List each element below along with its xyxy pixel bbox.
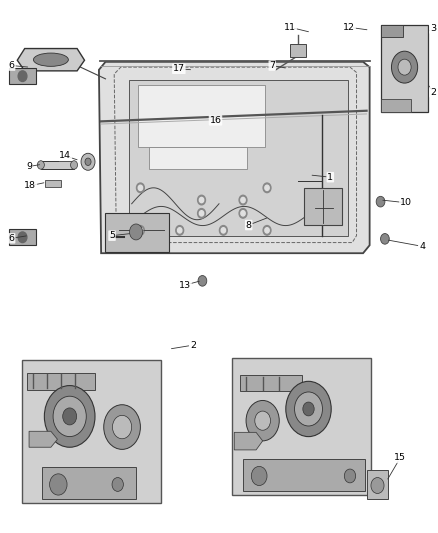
- Text: 16: 16: [209, 116, 222, 125]
- Text: 14: 14: [59, 151, 71, 160]
- Circle shape: [198, 208, 205, 218]
- Circle shape: [376, 196, 385, 207]
- Circle shape: [198, 276, 207, 286]
- Polygon shape: [381, 99, 411, 112]
- Circle shape: [255, 411, 271, 430]
- Circle shape: [221, 228, 226, 233]
- Polygon shape: [234, 432, 263, 450]
- Text: 1: 1: [327, 173, 333, 182]
- Circle shape: [246, 400, 279, 441]
- Text: 8: 8: [246, 221, 252, 230]
- Circle shape: [239, 208, 247, 218]
- Circle shape: [18, 71, 27, 82]
- Text: 5: 5: [109, 231, 115, 240]
- Polygon shape: [42, 467, 136, 499]
- Circle shape: [104, 405, 141, 449]
- Circle shape: [241, 211, 245, 216]
- Circle shape: [53, 396, 86, 437]
- Circle shape: [239, 195, 247, 205]
- Polygon shape: [45, 180, 61, 187]
- Polygon shape: [381, 25, 427, 112]
- Circle shape: [263, 225, 271, 235]
- Circle shape: [18, 232, 27, 243]
- Text: 6: 6: [9, 234, 14, 243]
- Polygon shape: [41, 161, 74, 169]
- Polygon shape: [9, 229, 36, 245]
- Circle shape: [81, 154, 95, 170]
- Circle shape: [137, 183, 145, 192]
- Text: 10: 10: [400, 198, 412, 207]
- Circle shape: [138, 185, 143, 190]
- Text: 4: 4: [419, 242, 425, 251]
- Polygon shape: [99, 62, 370, 253]
- Circle shape: [137, 225, 145, 235]
- Text: 7: 7: [269, 61, 275, 70]
- Circle shape: [71, 161, 78, 169]
- Polygon shape: [232, 358, 371, 495]
- Circle shape: [44, 385, 95, 447]
- Circle shape: [241, 197, 245, 203]
- Polygon shape: [304, 188, 342, 225]
- Circle shape: [198, 195, 205, 205]
- Polygon shape: [21, 360, 161, 503]
- Polygon shape: [130, 80, 348, 236]
- Polygon shape: [290, 44, 306, 56]
- Polygon shape: [381, 25, 403, 37]
- Polygon shape: [17, 49, 85, 71]
- Text: 3: 3: [430, 24, 436, 33]
- Circle shape: [199, 211, 204, 216]
- Polygon shape: [27, 373, 95, 390]
- Circle shape: [303, 402, 314, 416]
- Text: 18: 18: [25, 181, 36, 190]
- Text: 2: 2: [190, 341, 196, 350]
- Circle shape: [49, 474, 67, 495]
- Text: 6: 6: [9, 61, 14, 70]
- Polygon shape: [149, 147, 247, 169]
- Ellipse shape: [33, 53, 68, 66]
- Circle shape: [392, 51, 418, 83]
- Text: 11: 11: [284, 23, 296, 32]
- Circle shape: [138, 228, 143, 233]
- Polygon shape: [106, 213, 169, 252]
- Text: 15: 15: [394, 454, 406, 463]
- Polygon shape: [243, 459, 365, 491]
- Circle shape: [199, 197, 204, 203]
- Circle shape: [176, 225, 184, 235]
- Text: 2: 2: [430, 87, 436, 96]
- Circle shape: [63, 408, 77, 425]
- Circle shape: [37, 161, 44, 169]
- Circle shape: [371, 478, 384, 494]
- Text: 12: 12: [343, 23, 355, 32]
- Text: 9: 9: [26, 162, 32, 171]
- Circle shape: [344, 469, 356, 483]
- Circle shape: [265, 185, 269, 190]
- Circle shape: [85, 158, 91, 165]
- Polygon shape: [138, 85, 265, 147]
- Circle shape: [265, 228, 269, 233]
- Text: 13: 13: [179, 280, 191, 289]
- Circle shape: [130, 224, 143, 240]
- Circle shape: [219, 225, 227, 235]
- Circle shape: [263, 183, 271, 192]
- Polygon shape: [240, 375, 302, 391]
- Polygon shape: [29, 431, 57, 447]
- Polygon shape: [9, 68, 36, 84]
- Polygon shape: [367, 470, 389, 499]
- Circle shape: [398, 59, 411, 75]
- Circle shape: [251, 466, 267, 486]
- Circle shape: [113, 415, 132, 439]
- Circle shape: [381, 233, 389, 244]
- Circle shape: [294, 392, 322, 426]
- Circle shape: [112, 478, 124, 491]
- Text: 17: 17: [173, 64, 185, 73]
- Circle shape: [286, 381, 331, 437]
- Circle shape: [177, 228, 182, 233]
